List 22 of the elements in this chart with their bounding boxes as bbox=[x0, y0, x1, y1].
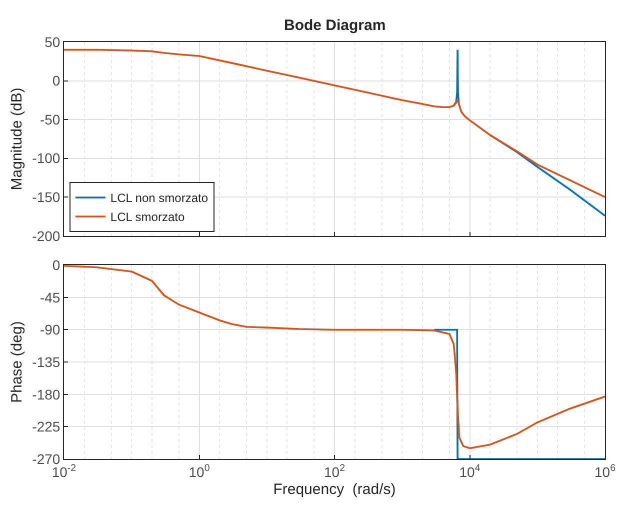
chart-title: Bode Diagram bbox=[284, 17, 386, 34]
y-tick-label: 0 bbox=[52, 72, 60, 89]
y-tick-label: -180 bbox=[32, 386, 60, 402]
x-axis-title: Frequency (rad/s) bbox=[273, 480, 396, 498]
y-tick-label: -100 bbox=[32, 150, 60, 166]
y-tick-label: -225 bbox=[32, 418, 60, 435]
y-tick-label: -45 bbox=[40, 289, 60, 306]
y-tick-label: 0 bbox=[52, 256, 60, 273]
y-tick-label: -200 bbox=[32, 228, 60, 244]
x-tick-label: 10$^{4}$ bbox=[459, 462, 481, 480]
x-tick-label: 10$^{0}$ bbox=[188, 462, 210, 480]
y-axis-title: Magnitude (dB) bbox=[8, 88, 26, 190]
y-axis-title: Phase (deg) bbox=[8, 321, 26, 403]
legend-label: LCL smorzato bbox=[110, 210, 185, 224]
x-tick-label: 10$^{2}$ bbox=[324, 462, 346, 480]
x-tick-label: 10$^{6}$ bbox=[594, 462, 616, 480]
legend-label: LCL non smorzato bbox=[110, 191, 208, 206]
y-tick-label: -90 bbox=[40, 322, 60, 338]
y-tick-label: -50 bbox=[40, 111, 60, 128]
y-tick-label: -135 bbox=[32, 354, 60, 370]
y-tick-label: 50 bbox=[44, 34, 60, 50]
y-tick-label: -150 bbox=[32, 189, 60, 206]
